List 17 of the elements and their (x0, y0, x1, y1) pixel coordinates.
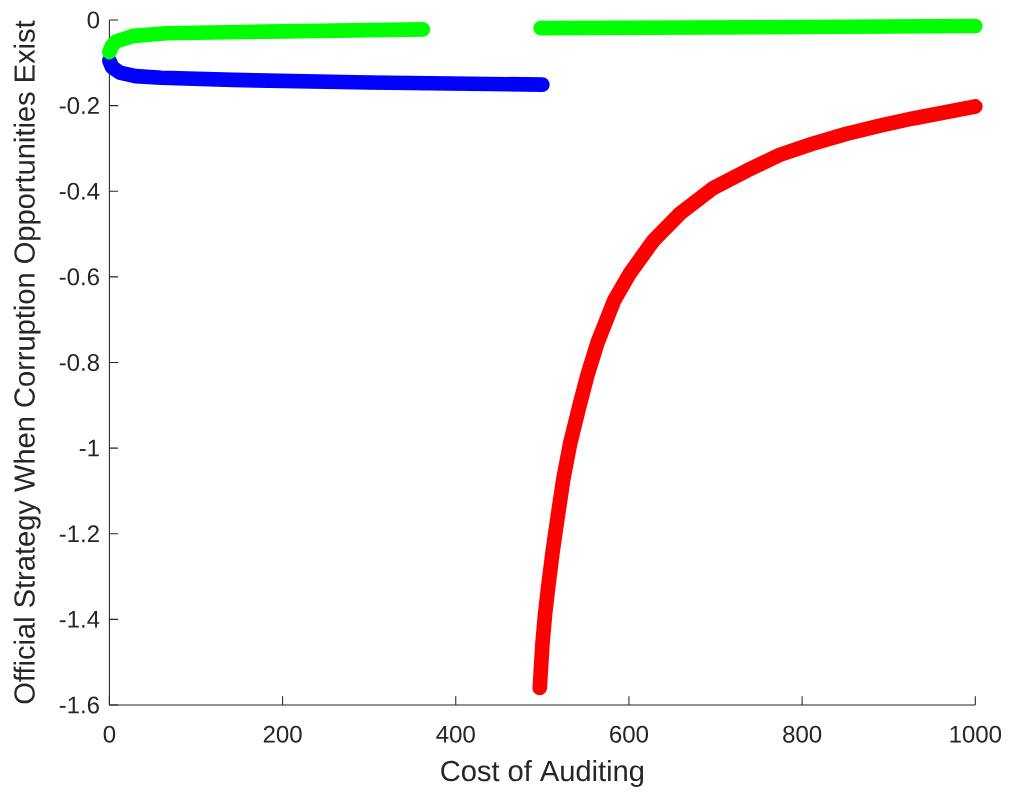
y-tick-label: -1.6 (59, 696, 99, 714)
x-tick-label: 800 (783, 725, 822, 743)
y-tick-label: 0 (87, 11, 100, 29)
y-axis-title: Official Strategy When Corruption Opportunities Exist (13, 20, 41, 704)
x-axis-title: Cost of Auditing (441, 759, 644, 788)
y-tick-label: -0.6 (59, 268, 99, 286)
y-tick-label: -0.2 (59, 97, 99, 115)
x-tick-label: 600 (610, 725, 649, 743)
y-tick-label: -1.4 (59, 611, 100, 628)
y-tick-label: -0.8 (59, 353, 99, 371)
x-tick-label: 0 (103, 725, 116, 743)
y-tick-label: -1.2 (59, 525, 99, 543)
x-tick-label: 400 (436, 725, 475, 743)
y-tick-label: -1 (79, 439, 99, 457)
x-tick-label: 200 (263, 725, 302, 743)
y-tick-label: -0.4 (59, 182, 100, 200)
x-tick-label: 1000 (950, 725, 1002, 743)
